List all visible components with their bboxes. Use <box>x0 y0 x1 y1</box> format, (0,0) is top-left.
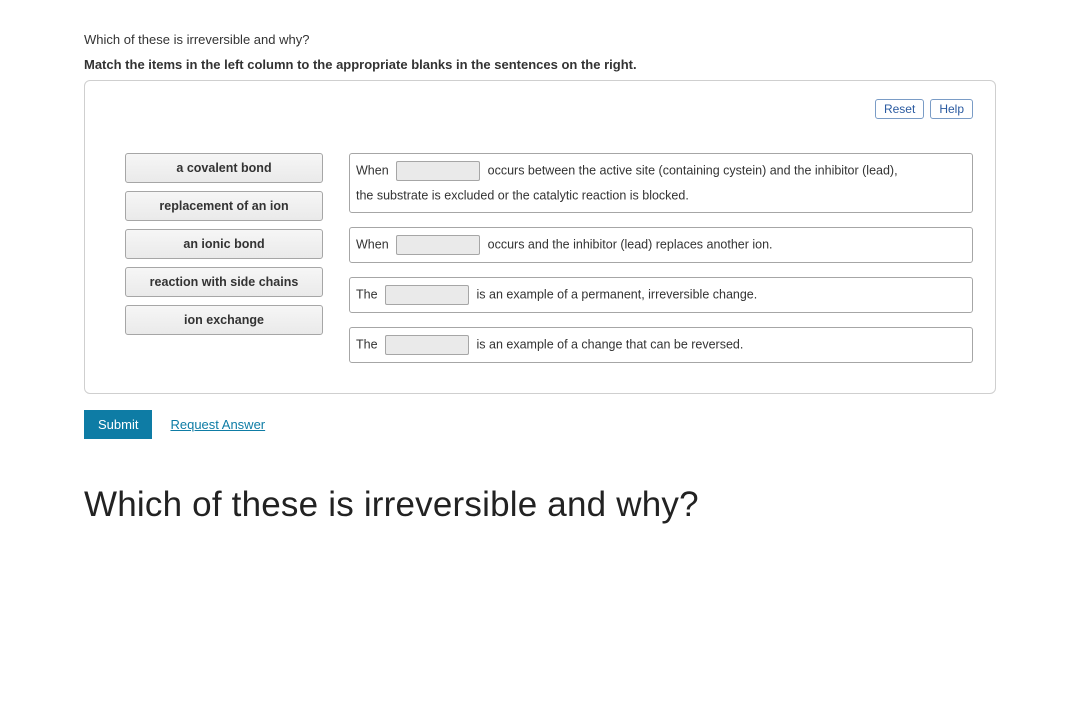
drag-item-ion-exchange[interactable]: ion exchange <box>125 305 323 335</box>
sentence-1-text-a: When <box>356 164 389 178</box>
drop-slot-4[interactable] <box>385 335 469 355</box>
question-instruction: Match the items in the left column to th… <box>84 57 996 72</box>
sentence-1-text-c: the substrate is excluded or the catalyt… <box>356 188 689 202</box>
sentence-2-text-a: When <box>356 238 389 252</box>
drag-item-replacement-ion[interactable]: replacement of an ion <box>125 191 323 221</box>
submit-row: Submit Request Answer <box>84 410 996 439</box>
sentence-2-text-b: occurs and the inhibitor (lead) replaces… <box>488 238 773 252</box>
sentence-3-text-a: The <box>356 288 378 302</box>
top-button-row: Reset Help <box>107 99 973 119</box>
drag-item-covalent-bond[interactable]: a covalent bond <box>125 153 323 183</box>
sentence-4: The is an example of a change that can b… <box>349 327 973 363</box>
drop-slot-1[interactable] <box>396 161 480 181</box>
request-answer-link[interactable]: Request Answer <box>170 417 265 432</box>
drag-item-side-chains[interactable]: reaction with side chains <box>125 267 323 297</box>
sentence-3-text-b: is an example of a permanent, irreversib… <box>477 288 758 302</box>
sentence-column: When occurs between the active site (con… <box>349 153 973 363</box>
sentence-1-text-b: occurs between the active site (containi… <box>488 164 898 178</box>
drop-slot-3[interactable] <box>385 285 469 305</box>
question-title: Which of these is irreversible and why? <box>84 32 996 47</box>
sentence-3: The is an example of a permanent, irreve… <box>349 277 973 313</box>
match-area: a covalent bond replacement of an ion an… <box>107 153 973 363</box>
page-container: Which of these is irreversible and why? … <box>0 0 1080 726</box>
drag-item-ionic-bond[interactable]: an ionic bond <box>125 229 323 259</box>
sentence-2: When occurs and the inhibitor (lead) rep… <box>349 227 973 263</box>
sentence-4-text-a: The <box>356 338 378 352</box>
drag-source-column: a covalent bond replacement of an ion an… <box>125 153 323 335</box>
page-heading: Which of these is irreversible and why? <box>84 485 996 525</box>
drop-slot-2[interactable] <box>396 235 480 255</box>
reset-button[interactable]: Reset <box>875 99 924 119</box>
activity-panel: Reset Help a covalent bond replacement o… <box>84 80 996 394</box>
submit-button[interactable]: Submit <box>84 410 152 439</box>
help-button[interactable]: Help <box>930 99 973 119</box>
sentence-4-text-b: is an example of a change that can be re… <box>477 338 744 352</box>
sentence-1: When occurs between the active site (con… <box>349 153 973 213</box>
